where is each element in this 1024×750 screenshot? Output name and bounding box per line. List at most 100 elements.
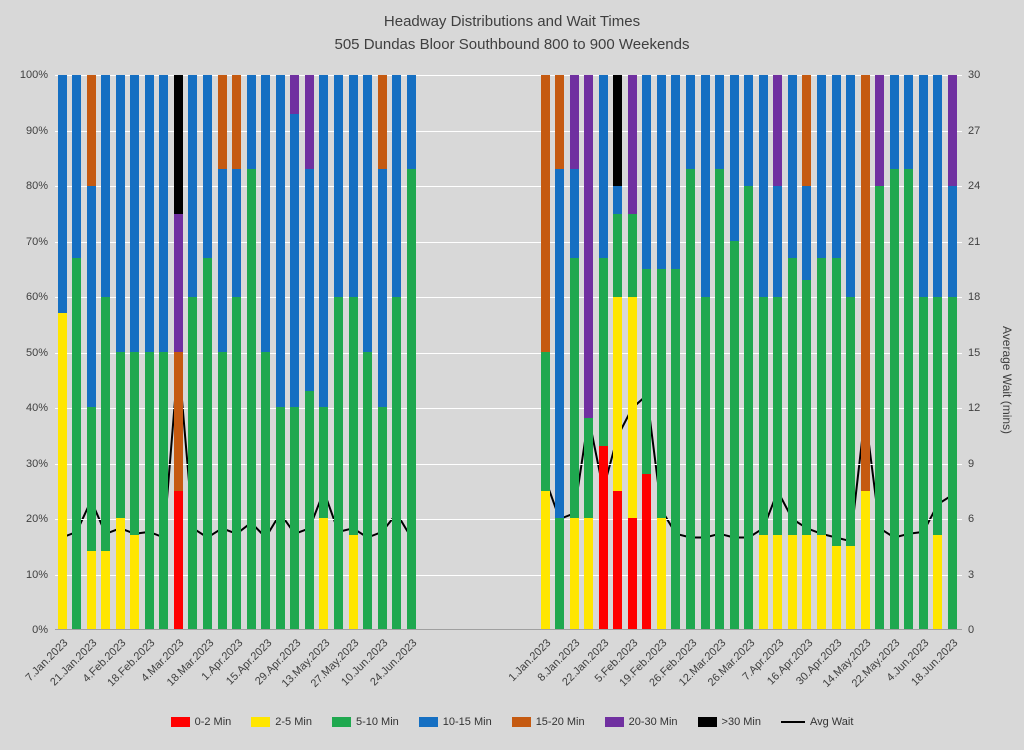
plot-area — [55, 75, 962, 630]
y-tick-label-right: 12 — [968, 402, 981, 414]
bar-segment-10-15 — [406, 75, 416, 170]
stacked-bar — [758, 75, 768, 629]
y-tick-label-left: 60% — [25, 291, 48, 303]
y-tick-label-left: 30% — [25, 457, 48, 470]
stacked-bar — [860, 75, 870, 629]
bar-segment-2-5 — [846, 545, 856, 629]
y-tick-label-left: 40% — [25, 402, 48, 414]
bar-segment-0-2 — [627, 518, 637, 629]
bar-segment-2-5 — [584, 518, 594, 629]
bar-segment-10-15 — [333, 75, 343, 297]
stacked-bar — [627, 75, 637, 629]
bar-segment-5-10 — [217, 352, 227, 629]
bar-segment-20-30 — [173, 213, 183, 352]
bar-segment-10-15 — [744, 75, 754, 186]
stacked-bar — [130, 75, 140, 629]
legend-label: Avg Wait — [809, 716, 854, 728]
bar-segment-20-30 — [584, 75, 594, 419]
legend-item--30-min: >30 Min — [697, 716, 761, 728]
stacked-bar — [875, 75, 885, 629]
stacked-bar — [159, 75, 169, 629]
bar-segment-5-10 — [787, 257, 797, 535]
stacked-bar — [144, 75, 154, 629]
bar-segment-0-2 — [613, 490, 623, 629]
bar-segment-10-15 — [904, 75, 914, 170]
y-tick-label-left: 20% — [25, 513, 48, 525]
y-tick-label-right: 9 — [968, 457, 975, 470]
bar-segment-5-10 — [584, 418, 594, 519]
bar-segment-5-10 — [773, 296, 783, 535]
bar-segment-10-15 — [918, 75, 928, 297]
bar-segment-5-10 — [159, 352, 169, 629]
bar-segment-10-15 — [348, 75, 358, 297]
stacked-bar — [290, 75, 300, 629]
stacked-bar — [173, 75, 183, 629]
bar-segment-2-5 — [613, 296, 623, 491]
legend-color-swatch — [697, 717, 717, 727]
bar-segment-10-15 — [831, 75, 841, 258]
y-tick-label-right: 15 — [968, 346, 981, 359]
gridline — [55, 75, 962, 76]
stacked-bar — [246, 75, 256, 629]
bar-segment-5-10 — [904, 169, 914, 629]
bar-segment-5-10 — [613, 213, 623, 297]
legend-item-5-10-min: 5-10 Min — [331, 716, 399, 728]
bar-segment-2-5 — [656, 518, 666, 629]
bar-segment-2-5 — [860, 490, 870, 629]
bar-segment-10-15 — [598, 75, 608, 258]
chart-title-line1: Headway Distributions and Wait Times — [383, 13, 641, 30]
chart-title-line2: 505 Dundas Bloor Southbound 800 to 900 W… — [334, 36, 690, 53]
legend-color-swatch — [251, 717, 271, 727]
bar-segment-5-10 — [333, 296, 343, 629]
bar-segment-10-15 — [846, 75, 856, 297]
bar-segment-5-10 — [246, 169, 256, 629]
bar-segment-10-15 — [130, 75, 140, 353]
bar-segment-0-2 — [598, 446, 608, 629]
y-tick-label-left: 50% — [25, 346, 48, 359]
bar-segment-10-15 — [232, 169, 242, 297]
bar-segment-2-5 — [540, 490, 550, 629]
gridline — [55, 352, 962, 354]
gridline — [55, 186, 962, 187]
bar-segment-2-5 — [569, 518, 579, 629]
y-tick-label-right: 30 — [968, 69, 981, 81]
bar-segment-5-10 — [290, 407, 300, 629]
bar-segment-10-15 — [203, 75, 212, 258]
bar-segment-10-15 — [802, 185, 812, 280]
stacked-bar — [86, 75, 96, 629]
bar-segment-10-15 — [246, 75, 256, 170]
bar-segment-5-10 — [947, 296, 957, 629]
bar-segment-10-15 — [773, 185, 783, 297]
stacked-bar — [846, 75, 856, 629]
bar-segment-10-15 — [57, 75, 67, 314]
stacked-bar — [377, 75, 387, 629]
bar-segment-10-15 — [569, 169, 579, 258]
stacked-bar — [686, 75, 695, 629]
bar-segment-20-30 — [875, 75, 885, 186]
stacked-bar — [57, 75, 67, 629]
bar-segment-5-10 — [232, 296, 242, 629]
bar-segment-2-5 — [787, 534, 797, 629]
stacked-bar — [188, 75, 198, 629]
bar-segment-10-15 — [889, 75, 899, 170]
stacked-bar — [889, 75, 899, 629]
gridline — [55, 297, 962, 298]
bar-segment-15-20 — [173, 352, 183, 491]
bar-segment-5-10 — [831, 257, 841, 546]
bar-segment-15-20 — [555, 75, 565, 170]
legend-label: 10-15 Min — [442, 716, 492, 728]
bar-segment-5-10 — [627, 213, 637, 297]
legend-label: 2-5 Min — [275, 716, 312, 728]
legend-item-10-15-min: 10-15 Min — [418, 716, 492, 728]
bar-segment-10-15 — [758, 75, 768, 297]
y-tick-label-left: 80% — [25, 180, 48, 192]
bar-segment-10-15 — [159, 75, 169, 352]
bar-segment-5-10 — [115, 352, 125, 519]
bar-segment-10-15 — [72, 75, 82, 258]
bar-segment-5-10 — [889, 169, 899, 629]
bar-segment-10-15 — [816, 75, 826, 258]
gridline — [55, 519, 962, 520]
stacked-bar — [744, 75, 754, 629]
bar-segment-5-10 — [715, 169, 725, 629]
bar-segment-10-15 — [933, 75, 943, 297]
